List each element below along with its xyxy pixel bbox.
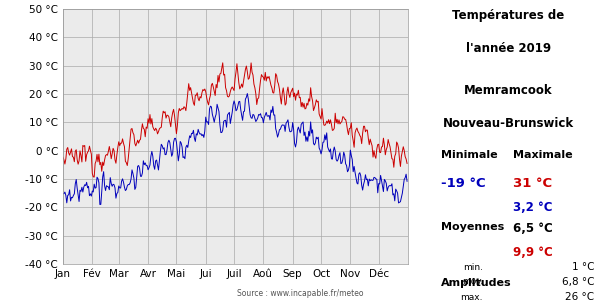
Text: -19 °C: -19 °C xyxy=(441,177,485,190)
Text: max.: max. xyxy=(461,292,483,300)
Text: Nouveau-Brunswick: Nouveau-Brunswick xyxy=(443,117,574,130)
Text: moy.: moy. xyxy=(462,278,483,286)
Text: Températures de: Températures de xyxy=(452,9,565,22)
Text: Source : www.incapable.fr/meteo: Source : www.incapable.fr/meteo xyxy=(237,290,363,298)
Text: min.: min. xyxy=(463,262,483,272)
Text: 1 °C: 1 °C xyxy=(571,262,594,272)
Text: 3,2 °C: 3,2 °C xyxy=(513,201,553,214)
Text: 6,8 °C: 6,8 °C xyxy=(562,278,594,287)
Text: 9,9 °C: 9,9 °C xyxy=(513,246,553,259)
Text: Minimale: Minimale xyxy=(441,150,497,160)
Text: Moyennes: Moyennes xyxy=(441,222,504,232)
Text: Memramcook: Memramcook xyxy=(464,84,553,97)
Text: Amplitudes: Amplitudes xyxy=(441,278,512,287)
Text: Maximale: Maximale xyxy=(513,150,572,160)
Text: 26 °C: 26 °C xyxy=(565,292,594,300)
Text: l'année 2019: l'année 2019 xyxy=(466,42,551,55)
Text: 31 °C: 31 °C xyxy=(513,177,552,190)
Text: 6,5 °C: 6,5 °C xyxy=(513,222,553,235)
